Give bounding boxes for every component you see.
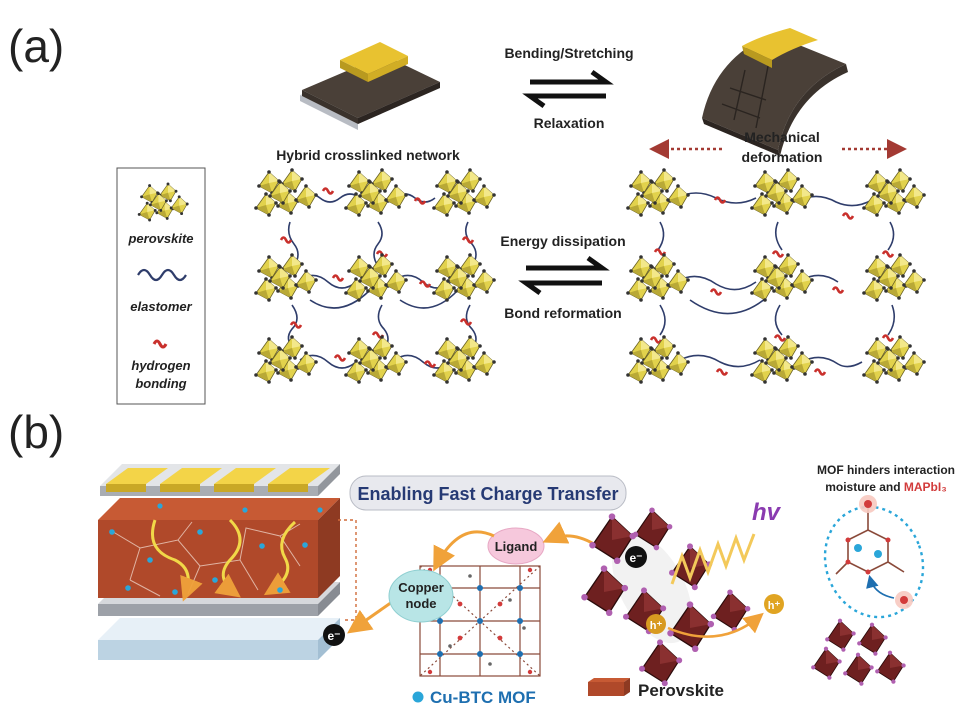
mof-note-line2: moisture and MAPbI₃ [825, 480, 947, 494]
mof-note-line1: MOF hinders interaction [817, 463, 955, 477]
panel-a-label: (a) [8, 20, 64, 72]
mof-legend-label: Cu-BTC MOF [430, 688, 536, 707]
moisture-shield-illustration [823, 495, 925, 619]
right-deformed-network [626, 168, 926, 384]
perovskite-octahedra-cluster [580, 506, 751, 687]
mof-legend-dot [412, 691, 424, 703]
mof-note-line2a: moisture and [825, 480, 904, 494]
right-title-line2: deformation [742, 149, 823, 165]
ligand-bubble: Ligand [487, 527, 545, 565]
hole-label-right: h⁺ [768, 600, 781, 612]
right-title-line1: Mechanical [744, 129, 819, 145]
copper-label-line2: node [405, 596, 436, 611]
ligand-to-copper-arrow [433, 530, 495, 572]
banner: Enabling Fast Charge Transfer [349, 475, 627, 511]
small-perovskite-cluster [810, 618, 907, 687]
left-crosslinked-network [254, 168, 496, 384]
mid-reversible-arrow [518, 255, 610, 296]
mof-note-line2b: MAPbI₃ [904, 480, 947, 494]
electron-label-left: e⁻ [327, 629, 340, 643]
hole-badge-right: h⁺ [764, 594, 784, 614]
electron-badge-center: e⁻ [625, 546, 647, 568]
legend-box: perovskite elastomer hydrogen bonding [116, 167, 206, 405]
legend-hbond-label-line1: hydrogen [131, 358, 190, 373]
panel-b-label: (b) [8, 406, 64, 458]
banner-text: Enabling Fast Charge Transfer [357, 484, 618, 504]
left-network-title: Hybrid crosslinked network [276, 147, 460, 163]
top-reversible-arrow [522, 69, 614, 109]
legend-elastomer-icon [137, 268, 187, 282]
perovskite-legend-label: Perovskite [638, 681, 724, 700]
hole-badge-center: h⁺ [646, 614, 666, 634]
copper-label-line1: Copper [398, 580, 444, 595]
photon-wave [670, 533, 756, 585]
legend-hbond-label-line2: bonding [135, 376, 186, 391]
copper-node-bubble: Copper node [388, 569, 454, 623]
mid-arrow-label-lower: Bond reformation [504, 305, 621, 321]
electron-label-center: e⁻ [629, 551, 642, 565]
electron-badge-left: e⁻ [323, 624, 345, 646]
top-arrow-label-upper: Bending/Stretching [504, 45, 633, 61]
perovskite-legend-swatch [588, 678, 630, 696]
legend-elastomer-label: elastomer [130, 299, 192, 314]
top-arrow-label-lower: Relaxation [534, 115, 605, 131]
hv-label: hv [752, 499, 782, 526]
perovskite-to-ligand-arrow [542, 521, 595, 546]
flat-device-illustration [300, 42, 440, 130]
bent-device-illustration [702, 28, 848, 156]
hole-transfer-arrow [667, 612, 764, 638]
ligand-label: Ligand [495, 539, 538, 554]
legend-perovskite-label: perovskite [127, 231, 193, 246]
mid-arrow-label-upper: Energy dissipation [500, 233, 625, 249]
layered-solar-cell-illustration [98, 464, 357, 660]
hole-label-center: h⁺ [650, 620, 663, 632]
electron-transfer-arrow [347, 600, 393, 634]
